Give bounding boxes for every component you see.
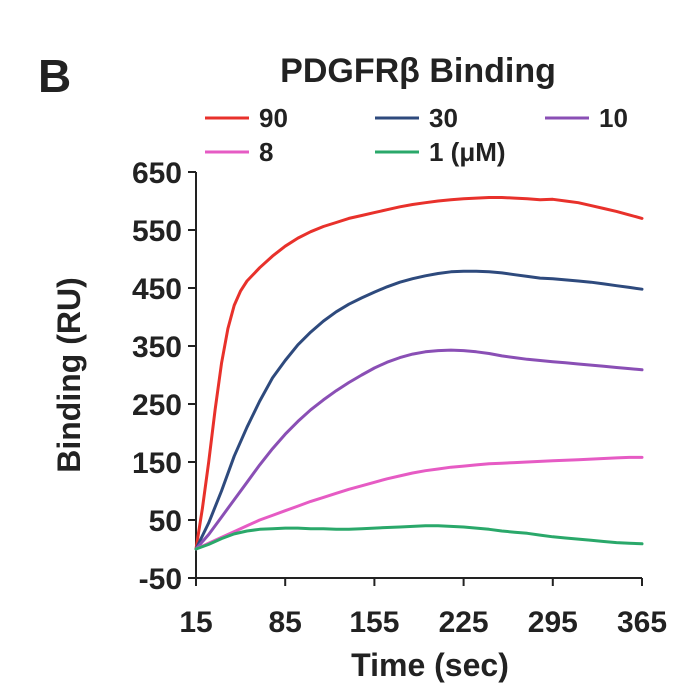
x-tick-label: 225 xyxy=(439,606,489,639)
series-line-1 xyxy=(194,269,644,551)
series-line-3 xyxy=(194,455,644,551)
x-ticks: 15 85 155 225 295 365 xyxy=(179,578,667,639)
legend-label: 90 xyxy=(259,103,288,133)
x-tick-label: 365 xyxy=(617,606,667,639)
panel-label: B xyxy=(38,50,71,102)
legend-label: 30 xyxy=(429,103,458,133)
y-tick-label: 650 xyxy=(132,157,182,190)
series-line-4 xyxy=(194,524,644,551)
y-tick-label: 550 xyxy=(132,215,182,248)
y-tick-label: 150 xyxy=(132,447,182,480)
legend: 90 30 10 8 1 (μM) xyxy=(205,103,628,167)
y-tick-label: 450 xyxy=(132,273,182,306)
y-tick-label: -50 xyxy=(139,563,182,596)
y-tick-label: 50 xyxy=(149,505,182,538)
x-axis-label: Time (sec) xyxy=(351,647,509,683)
axes xyxy=(195,172,642,579)
x-tick-label: 295 xyxy=(528,606,578,639)
x-tick-label: 85 xyxy=(269,606,302,639)
x-tick-label: 15 xyxy=(179,606,212,639)
series-line-2 xyxy=(194,348,644,551)
series-lines xyxy=(194,196,644,551)
chart-title: PDGFRβ Binding xyxy=(280,52,556,90)
y-axis-label: Binding (RU) xyxy=(51,277,87,473)
y-ticks: 650 550 450 350 250 150 50 -50 xyxy=(132,157,196,596)
y-tick-label: 350 xyxy=(132,331,182,364)
legend-label: 10 xyxy=(599,103,628,133)
y-tick-label: 250 xyxy=(132,389,182,422)
legend-label: 1 (μM) xyxy=(429,137,506,167)
legend-label: 8 xyxy=(259,137,273,167)
x-tick-label: 155 xyxy=(349,606,399,639)
series-line-0 xyxy=(194,196,644,551)
